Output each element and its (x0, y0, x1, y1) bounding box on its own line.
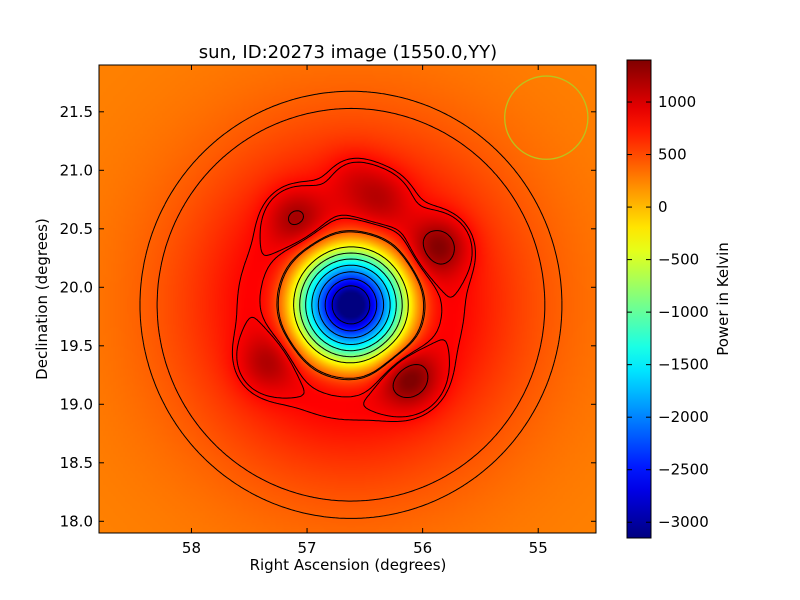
colorbar-ticks: 1000 500 0 −500 −1000 −1500 −2000 −2500 −3000 (627, 93, 709, 531)
colorbar-tick-label: −1000 (658, 303, 709, 321)
negative-contour (311, 264, 391, 345)
positive-contour (288, 210, 455, 398)
colorbar-tick-label: −500 (658, 251, 699, 269)
negative-contour (299, 252, 403, 358)
colorbar-tick-label: −2000 (658, 408, 709, 426)
y-axis-ticks: 18.0 18.5 19.0 19.5 20.0 20.5 21.0 21.5 (60, 103, 596, 530)
x-axis-label: Right Ascension (degrees) (250, 556, 447, 574)
chart-title: sun, ID:20273 image (1550.0,YY) (199, 42, 497, 63)
positive-contour (139, 90, 563, 519)
positive-contour (231, 157, 476, 422)
negative-contour (324, 278, 378, 332)
colorbar-label: Power in Kelvin (714, 242, 732, 356)
y-tick-label: 21.0 (60, 161, 93, 179)
colorbar-tick-label: 1000 (658, 93, 696, 111)
negative-contour (305, 258, 397, 352)
colorbar-tick-label: 500 (658, 146, 687, 164)
colorbar-tick-label: −3000 (658, 513, 709, 531)
y-tick-label: 19.5 (60, 337, 93, 355)
x-tick-label: 55 (529, 539, 548, 557)
heatmap-image (99, 65, 596, 533)
colorbar-tick-label: −1500 (658, 356, 709, 374)
y-tick-label: 20.0 (60, 278, 93, 296)
x-tick-label: 56 (413, 539, 432, 557)
y-tick-label: 18.5 (60, 454, 93, 472)
colorbar-tick-label: −2500 (658, 461, 709, 479)
x-tick-label: 58 (182, 539, 201, 557)
x-axis-ticks: 58 57 56 55 (182, 65, 548, 557)
positive-contour (236, 161, 473, 418)
plot-area: 58 57 56 55 18.0 18.5 19.0 19.5 20.0 20.5 21.0 21.… (60, 64, 597, 557)
colorbar-fill (627, 60, 651, 538)
negative-contour (331, 285, 371, 325)
y-tick-label: 21.5 (60, 103, 93, 121)
colorbar: 1000 500 0 −500 −1000 −1500 −2000 −2500 −3000 (626, 59, 709, 539)
y-tick-label: 18.0 (60, 512, 93, 530)
contour-lines (139, 90, 563, 519)
beam-circle (504, 75, 589, 160)
y-axis-label: Declination (degrees) (33, 218, 51, 380)
plot-frame (98, 64, 597, 534)
colorbar-frame (626, 59, 652, 539)
negative-contour (293, 246, 409, 364)
colorbar-tick-label: 0 (658, 198, 668, 216)
y-tick-label: 20.5 (60, 220, 93, 238)
y-tick-label: 19.0 (60, 395, 93, 413)
positive-contour (156, 107, 546, 502)
negative-contour (317, 271, 385, 339)
x-tick-label: 57 (297, 539, 316, 557)
